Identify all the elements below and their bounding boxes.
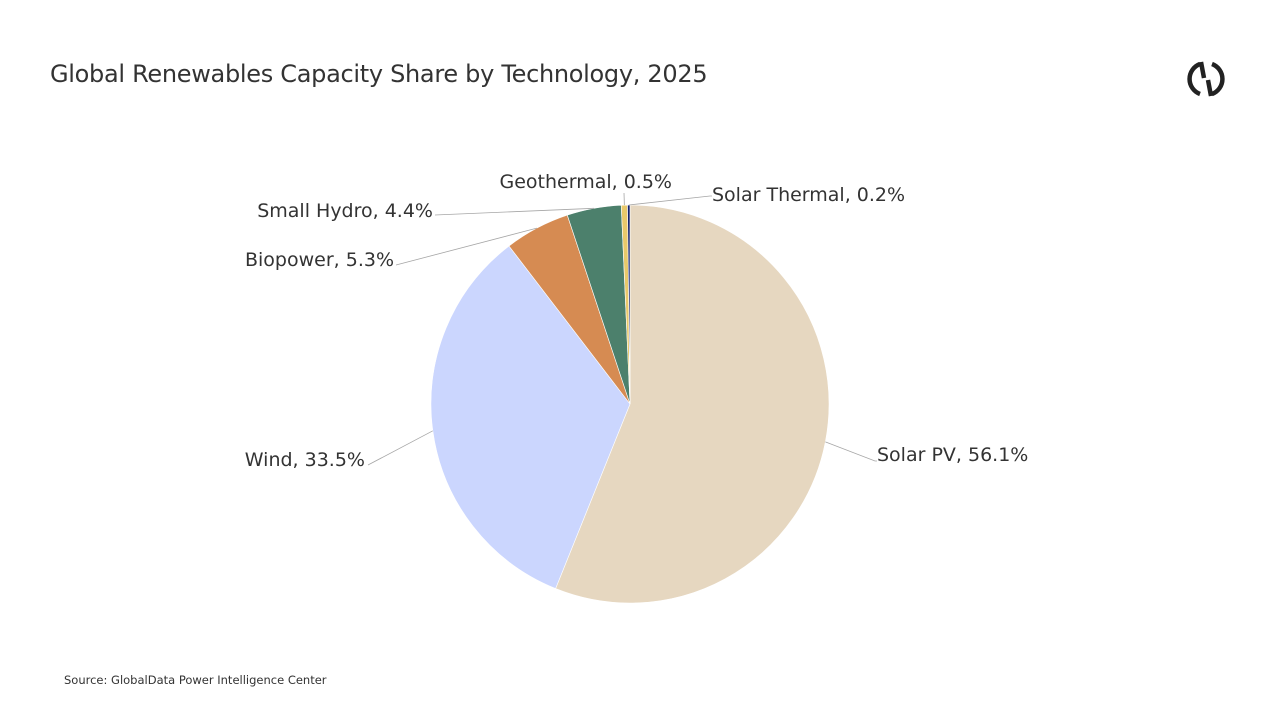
- data-label: Small Hydro, 4.4%: [257, 200, 433, 222]
- data-label: Wind, 33.5%: [245, 449, 365, 471]
- leader-line: [395, 227, 537, 266]
- leader-line: [628, 195, 712, 206]
- pie-slice-solar-pv: [555, 204, 830, 604]
- data-label: Solar Thermal, 0.2%: [712, 184, 905, 206]
- globaldata-logo-icon: [1187, 61, 1225, 97]
- leader-line: [825, 441, 877, 462]
- data-label: Biopower, 5.3%: [245, 249, 394, 271]
- leader-line: [434, 207, 594, 216]
- chart-title: Global Renewables Capacity Share by Tech…: [50, 60, 708, 88]
- source-note: Source: GlobalData Power Intelligence Ce…: [64, 673, 327, 687]
- data-label: Geothermal, 0.5%: [500, 171, 672, 193]
- leader-line: [367, 430, 433, 466]
- data-label: Solar PV, 56.1%: [877, 444, 1028, 466]
